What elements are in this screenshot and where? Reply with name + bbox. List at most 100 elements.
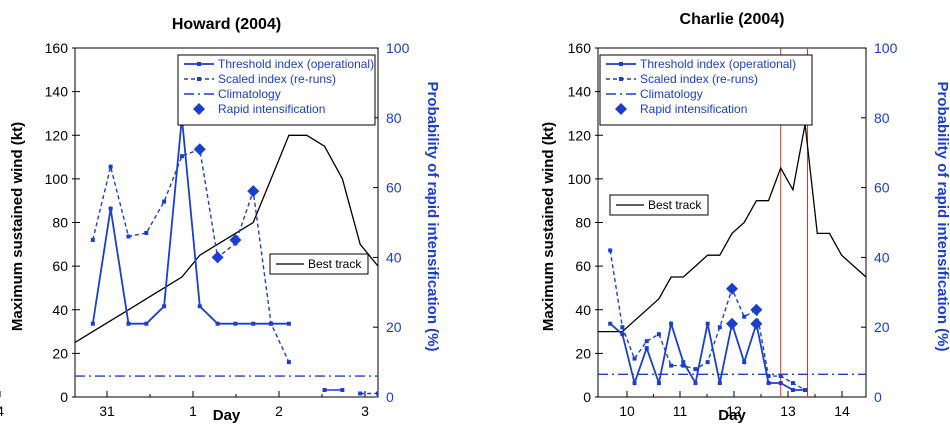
rapid-intensification-marker: [726, 282, 738, 295]
scaled-point: [681, 363, 686, 368]
threshold-point: [144, 321, 149, 326]
scaled-point: [144, 230, 149, 235]
threshold-point: [215, 321, 220, 326]
legend: Threshold index (operational)Scaled inde…: [599, 54, 813, 126]
y-tick-label: 100: [45, 171, 69, 187]
y2-tick-label: 20: [386, 319, 402, 335]
y-tick-label: 60: [575, 258, 591, 274]
rapid-intensification-marker: [247, 185, 260, 198]
y-tick-label: 40: [52, 302, 68, 318]
legend-threshold-marker: [197, 62, 201, 66]
y-tick-label: 120: [568, 127, 592, 143]
y2-tick-label: 60: [874, 180, 890, 196]
legend-label: Threshold index (operational): [640, 57, 796, 71]
y-tick-label: 160: [45, 40, 69, 56]
rapid-intensification-marker: [229, 233, 242, 246]
y-tick-label: 60: [52, 258, 68, 274]
y-tick-label: 40: [575, 302, 591, 318]
legend: Threshold index (operational)Scaled inde…: [177, 54, 376, 126]
x-tick-label: 10: [619, 403, 635, 419]
plot-area: [75, 115, 378, 396]
best-track-line: [598, 124, 866, 333]
scaled-point: [778, 374, 783, 379]
x-tick-label: 14: [834, 403, 850, 419]
y-tick-label: 140: [568, 84, 592, 100]
x-tick-label: 13: [780, 403, 796, 419]
tail-point: [358, 391, 363, 396]
legend-box: [599, 54, 813, 126]
threshold-point: [233, 321, 238, 326]
chart-panel-1: Howard (2004) 0 20 40 60 80 100 120 140 160 0 20 40 6…: [0, 16, 441, 424]
y2-tick-label: 100: [386, 40, 410, 56]
legend-label: Threshold index (operational): [218, 57, 374, 71]
x-tick-label: 2: [275, 403, 283, 419]
threshold-point: [108, 206, 113, 211]
y2-tick-label: 0: [386, 389, 394, 405]
threshold-point: [286, 321, 291, 326]
threshold-point: [669, 321, 674, 326]
y2-tick-label: 100: [874, 40, 898, 56]
y-tick-label: 140: [45, 84, 69, 100]
best-track-legend: Best track: [269, 253, 369, 275]
scaled-index-line: [92, 148, 290, 363]
threshold-point: [644, 346, 649, 351]
threshold-point: [778, 381, 783, 386]
legend-label: Scaled index (re-runs): [640, 72, 758, 86]
rapid-intensification-marker: [211, 251, 224, 264]
y-tick-label: 120: [45, 127, 69, 143]
threshold-point: [681, 360, 686, 365]
y2-tick-label: 60: [386, 180, 402, 196]
y-tick-label: 0: [583, 389, 591, 405]
y-tick-label: 100: [568, 171, 592, 187]
scaled-point: [269, 321, 274, 326]
y2-tick-label: 40: [874, 249, 890, 265]
y2-axis-label: Probability of rapid intensification (%): [934, 81, 950, 351]
x-tick-label: 11: [673, 403, 688, 419]
y2-tick-label: 20: [874, 319, 890, 335]
threshold-point: [693, 381, 698, 386]
legend-scaled-marker: [619, 77, 623, 81]
threshold-point: [632, 381, 637, 386]
y2-tick-label: 0: [874, 389, 882, 405]
scaled-point: [693, 367, 698, 372]
scaled-point: [620, 325, 625, 330]
scaled-point: [644, 339, 649, 344]
threshold-point: [251, 321, 256, 326]
y-tick-label: 80: [52, 215, 68, 231]
y-tick-label: 0: [60, 389, 68, 405]
scaled-point: [286, 360, 291, 365]
legend-ri-marker: [193, 103, 205, 115]
y2-axis-label: Probability of rapid intensification (%): [424, 81, 441, 351]
y-tick-label: 160: [568, 40, 592, 56]
y2-tick-label: 40: [386, 249, 402, 265]
best-track-legend-label: Best track: [648, 198, 702, 212]
threshold-point: [742, 360, 747, 365]
threshold-point: [197, 304, 202, 309]
rapid-intensification-marker: [750, 303, 763, 316]
scaled-point: [108, 164, 113, 169]
threshold-point: [656, 381, 661, 386]
chart-title: Howard (2004): [172, 16, 281, 33]
y-axis-label: Maximum sustained wind (kt): [540, 122, 557, 331]
scaled-point: [790, 381, 795, 386]
legend-label: Rapid intensification: [640, 102, 747, 116]
scaled-point: [608, 248, 613, 253]
scaled-point: [803, 388, 808, 393]
legend-box: [177, 54, 376, 126]
threshold-point: [90, 321, 95, 326]
legend-scaled-marker: [197, 77, 201, 81]
y-tick-label: 80: [575, 215, 591, 231]
rapid-intensification-marker: [726, 317, 738, 330]
threshold-index-line: [91, 117, 289, 325]
best-track-line: [75, 134, 378, 344]
threshold-point: [790, 388, 795, 393]
threshold-index-line: [609, 320, 806, 391]
scaled-point: [669, 363, 674, 368]
scaled-point: [766, 374, 771, 379]
threshold-point: [620, 332, 625, 337]
scaled-point: [90, 237, 95, 242]
scaled-point: [717, 325, 722, 330]
y2-tick-label: 80: [874, 110, 890, 126]
tail-point: [376, 391, 378, 396]
